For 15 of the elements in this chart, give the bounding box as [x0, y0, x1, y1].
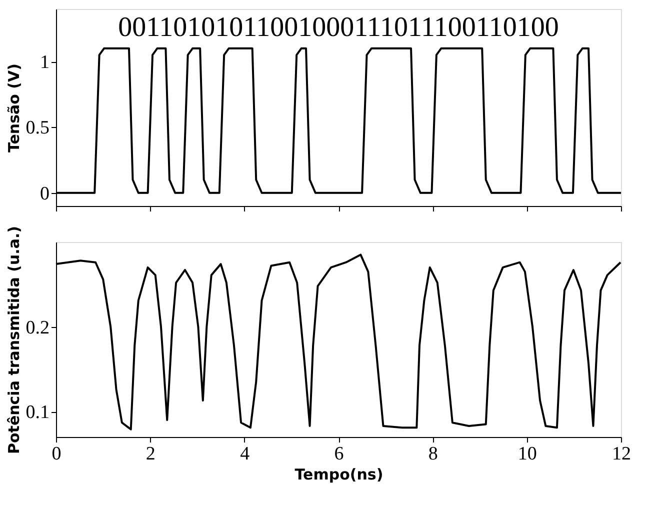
x-tick-label: 6: [334, 444, 344, 464]
x-tick-label: 12: [612, 444, 631, 464]
y-tick-label: 0: [40, 183, 50, 204]
y-tick-label: 1: [40, 52, 50, 74]
y-axis-title: Tensão (V): [4, 64, 23, 152]
x-tick-label: 2: [146, 444, 156, 464]
x-tick-label: 10: [518, 444, 537, 464]
x-axis-title: Tempo(ns): [294, 466, 384, 484]
x-tick-label: 8: [428, 444, 438, 464]
y-tick-label: 0.2: [26, 317, 50, 338]
x-tick-label: 4: [240, 444, 250, 464]
y-tick-label: 0.1: [26, 402, 50, 424]
y-tick-label: 0.5: [26, 118, 50, 139]
y-axis-title: Potência transmitida (u.a.): [4, 226, 23, 454]
annotation: 00110101011001000111011100110100: [118, 12, 559, 43]
